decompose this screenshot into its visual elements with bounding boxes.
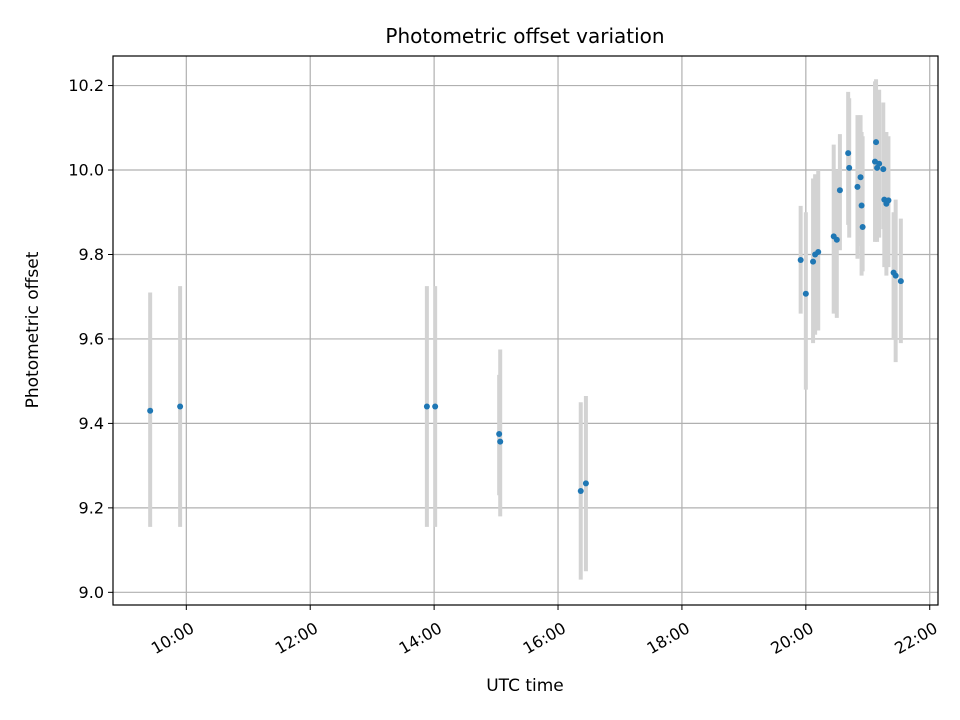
y-tick-label: 10.2: [68, 76, 104, 95]
y-tick-label: 9.8: [79, 245, 104, 264]
data-point: [892, 272, 899, 279]
chart-title: Photometric offset variation: [385, 24, 664, 48]
data-point: [497, 438, 504, 445]
data-point: [857, 174, 864, 181]
data-point: [897, 278, 904, 285]
data-point: [880, 166, 887, 173]
data-point: [876, 160, 883, 167]
data-point: [496, 430, 503, 437]
y-tick-label: 9.4: [79, 414, 104, 433]
y-tick-label: 10.0: [68, 161, 104, 180]
data-point: [846, 164, 853, 171]
y-axis-label: Photometric offset: [23, 251, 43, 408]
data-point: [858, 202, 865, 209]
data-point: [432, 403, 439, 410]
data-points: [147, 139, 904, 494]
data-point: [854, 183, 861, 190]
data-point: [845, 150, 852, 157]
data-point: [802, 290, 809, 297]
data-point: [859, 224, 866, 231]
data-point: [147, 407, 154, 414]
data-point: [582, 480, 589, 487]
data-point: [885, 197, 892, 204]
data-point: [177, 403, 184, 410]
plot-frame: [112, 55, 939, 606]
y-tick-label: 9.0: [79, 583, 104, 602]
data-point: [815, 248, 822, 255]
y-tick-label: 9.6: [79, 329, 104, 348]
data-point: [577, 487, 584, 494]
x-axis-label: UTC time: [486, 676, 564, 696]
y-tick-label: 9.2: [79, 498, 104, 517]
data-point: [833, 236, 840, 243]
data-point: [873, 139, 880, 146]
data-point: [836, 187, 843, 194]
data-point: [810, 258, 817, 265]
data-point: [423, 403, 430, 410]
data-point: [797, 256, 804, 263]
